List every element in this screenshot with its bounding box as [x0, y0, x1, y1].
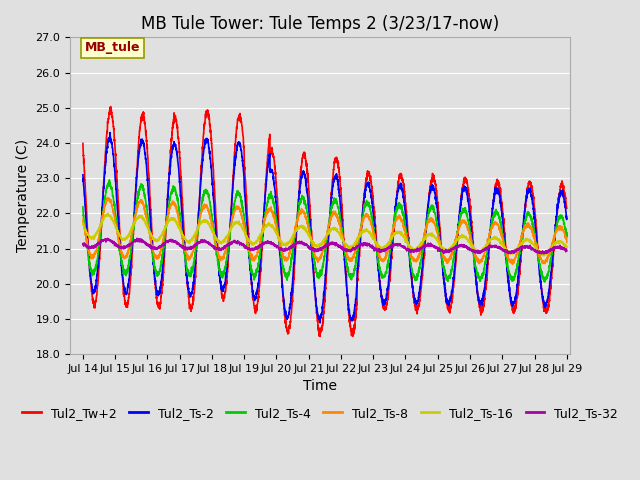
Tul2_Ts-16 — [540, 253, 548, 259]
Tul2_Ts-32 — [134, 237, 142, 243]
Tul2_Ts-32 — [554, 244, 561, 250]
Tul2_Tw+2 — [79, 141, 87, 146]
Tul2_Ts-2 — [163, 207, 171, 213]
Tul2_Ts-16 — [502, 245, 509, 251]
Tul2_Ts-16 — [563, 244, 571, 250]
Tul2_Ts-8 — [265, 206, 273, 212]
Tul2_Ts-32 — [265, 239, 273, 245]
Legend: Tul2_Tw+2, Tul2_Ts-2, Tul2_Ts-4, Tul2_Ts-8, Tul2_Ts-16, Tul2_Ts-32: Tul2_Tw+2, Tul2_Ts-2, Tul2_Ts-4, Tul2_Ts… — [17, 402, 623, 424]
Line: Tul2_Tw+2: Tul2_Tw+2 — [83, 107, 567, 336]
Tul2_Tw+2 — [554, 205, 561, 211]
Tul2_Ts-32 — [285, 244, 293, 250]
Line: Tul2_Ts-4: Tul2_Ts-4 — [83, 180, 567, 282]
Tul2_Ts-32 — [563, 248, 571, 254]
Tul2_Ts-4 — [134, 189, 142, 194]
Tul2_Ts-4 — [502, 250, 509, 256]
Tul2_Ts-2 — [285, 304, 293, 310]
Tul2_Ts-2 — [563, 216, 571, 222]
Tul2_Ts-4 — [163, 217, 171, 223]
X-axis label: Time: Time — [303, 379, 337, 394]
Tul2_Tw+2 — [316, 334, 324, 339]
Line: Tul2_Ts-32: Tul2_Ts-32 — [83, 238, 567, 254]
Tul2_Tw+2 — [107, 104, 115, 109]
Tul2_Ts-2 — [265, 156, 273, 161]
Tul2_Ts-8 — [554, 225, 561, 230]
Tul2_Ts-2 — [316, 320, 324, 326]
Tul2_Ts-2 — [554, 205, 561, 211]
Tul2_Ts-2 — [134, 157, 142, 163]
Y-axis label: Temperature (C): Temperature (C) — [16, 139, 30, 252]
Tul2_Tw+2 — [285, 324, 293, 330]
Tul2_Tw+2 — [502, 242, 509, 248]
Tul2_Tw+2 — [163, 209, 171, 215]
Tul2_Ts-4 — [265, 195, 273, 201]
Tul2_Ts-16 — [79, 221, 87, 227]
Title: MB Tule Tower: Tule Temps 2 (3/23/17-now): MB Tule Tower: Tule Temps 2 (3/23/17-now… — [141, 15, 499, 33]
Tul2_Ts-4 — [554, 219, 561, 225]
Tul2_Ts-8 — [104, 195, 111, 201]
Tul2_Ts-16 — [554, 240, 561, 246]
Tul2_Ts-32 — [502, 249, 509, 254]
Tul2_Ts-32 — [79, 241, 87, 247]
Tul2_Tw+2 — [265, 144, 273, 149]
Tul2_Ts-8 — [285, 249, 293, 255]
Tul2_Ts-4 — [106, 177, 113, 183]
Tul2_Ts-8 — [134, 200, 142, 206]
Tul2_Ts-2 — [106, 130, 114, 135]
Tul2_Ts-16 — [134, 216, 142, 221]
Tul2_Ts-16 — [285, 240, 293, 245]
Tul2_Ts-4 — [563, 234, 571, 240]
Tul2_Ts-4 — [541, 279, 548, 285]
Line: Tul2_Ts-16: Tul2_Ts-16 — [83, 213, 567, 256]
Tul2_Ts-16 — [265, 220, 273, 226]
Tul2_Ts-16 — [104, 210, 112, 216]
Tul2_Ts-32 — [540, 251, 548, 257]
Tul2_Ts-8 — [163, 217, 171, 223]
Line: Tul2_Ts-8: Tul2_Ts-8 — [83, 198, 567, 264]
Tul2_Ts-4 — [285, 267, 293, 273]
Text: MB_tule: MB_tule — [84, 41, 140, 54]
Tul2_Ts-2 — [502, 250, 509, 256]
Tul2_Ts-8 — [79, 216, 87, 222]
Tul2_Ts-16 — [163, 221, 171, 227]
Tul2_Ts-2 — [79, 172, 87, 178]
Tul2_Tw+2 — [134, 145, 142, 151]
Tul2_Ts-32 — [133, 235, 141, 241]
Tul2_Ts-8 — [502, 246, 509, 252]
Tul2_Tw+2 — [563, 205, 571, 211]
Tul2_Ts-8 — [509, 262, 516, 267]
Tul2_Ts-8 — [563, 240, 571, 245]
Line: Tul2_Ts-2: Tul2_Ts-2 — [83, 132, 567, 323]
Tul2_Ts-32 — [163, 239, 171, 244]
Tul2_Ts-4 — [79, 204, 87, 210]
